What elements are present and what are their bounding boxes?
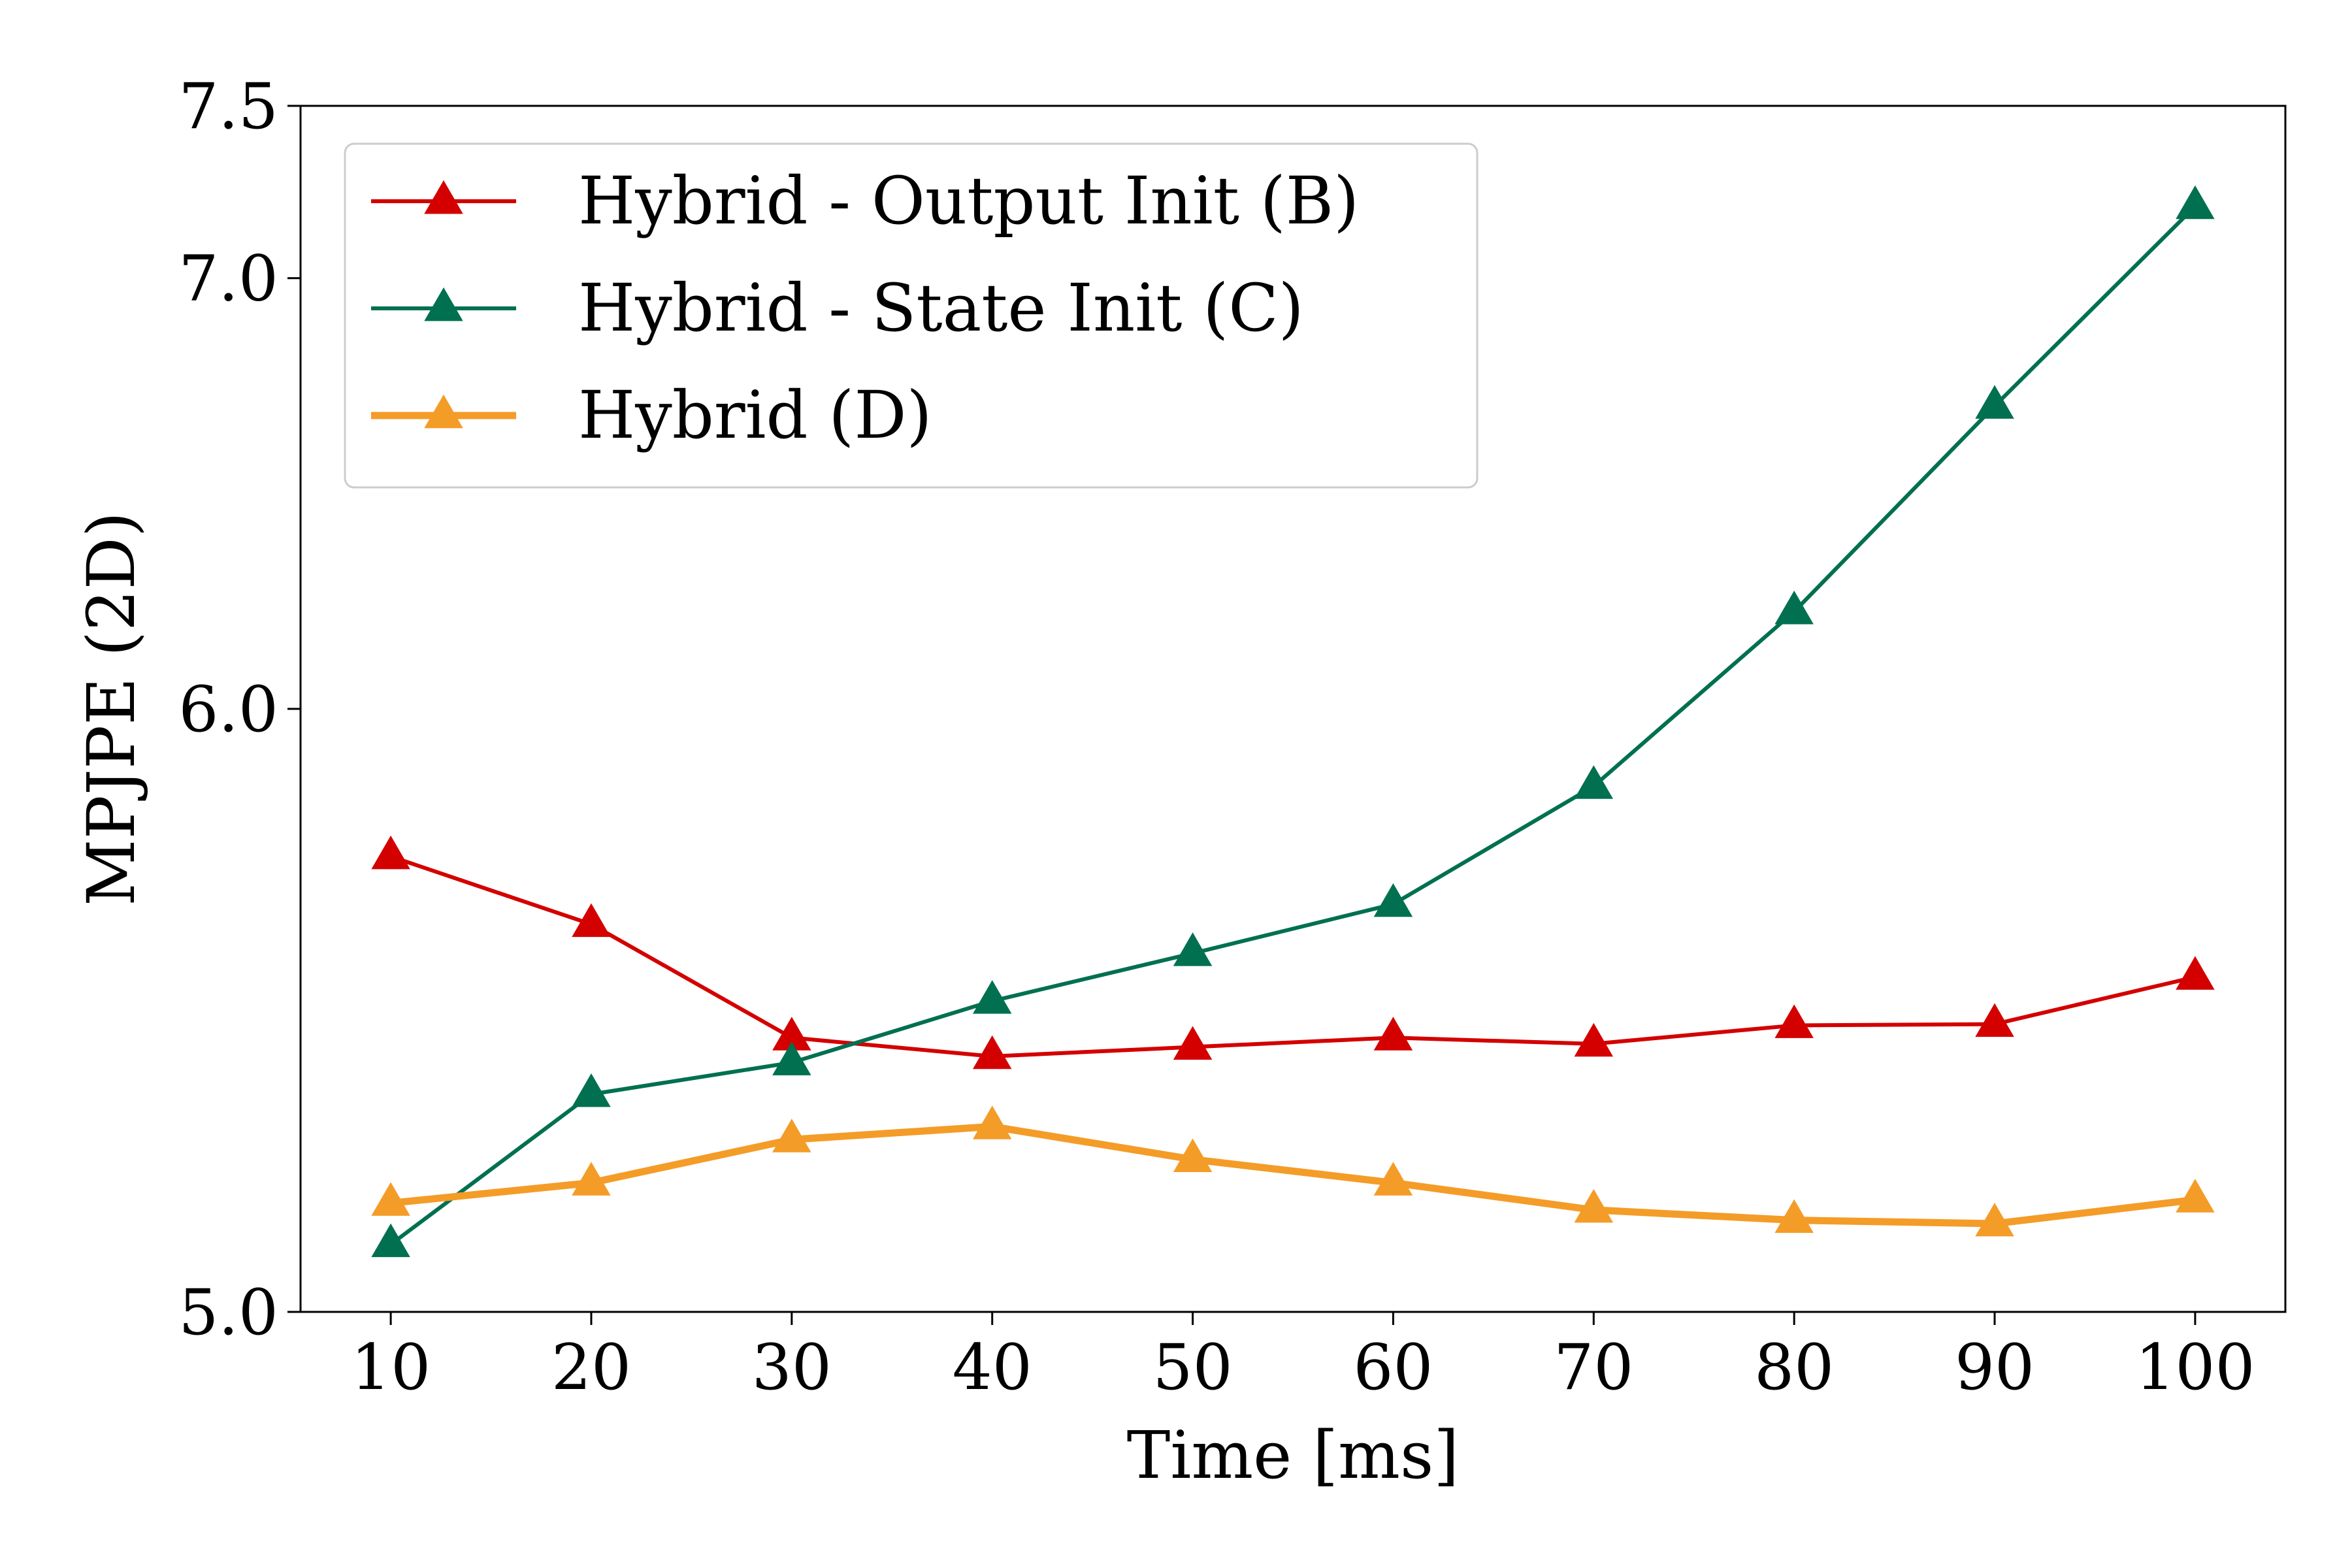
series-2-point [972, 980, 1012, 1014]
series-3-point [972, 1105, 1012, 1139]
legend-marker-1 [424, 180, 463, 214]
series-1-point [1173, 1026, 1213, 1060]
series-2-point [371, 1223, 410, 1258]
x-tick-label: 40 [953, 1331, 1032, 1404]
legend-label-1: Hybrid - Output Init (B) [578, 163, 1359, 239]
x-tick-label: 90 [1955, 1331, 2034, 1404]
x-tick-label: 60 [1353, 1331, 1433, 1404]
series-3-point [572, 1162, 611, 1196]
series-2-point [1774, 591, 1814, 625]
x-axis-label: Time [ms] [1127, 1417, 1460, 1494]
x-tick-label: 20 [551, 1331, 631, 1404]
series-1-point [572, 903, 611, 938]
x-tick-label: 10 [351, 1331, 431, 1404]
series-3-point [1975, 1202, 2014, 1237]
series-line-3 [390, 1122, 2196, 1228]
series-1-point [1574, 1022, 1614, 1057]
series-2-point [772, 1041, 811, 1075]
series-3-point [1173, 1138, 1213, 1173]
series-2-point [1975, 385, 2014, 419]
series-3-point [1574, 1188, 1614, 1223]
series-3-point [371, 1182, 410, 1216]
x-axis-ticks: 10 20 30 40 50 60 70 80 90 100 [351, 1312, 2255, 1404]
series-1-point [371, 835, 410, 870]
y-tick-label: 7.5 [178, 70, 278, 143]
series-1-point [1774, 1004, 1814, 1038]
series-2-point [1574, 765, 1614, 799]
series-1-point [2176, 956, 2215, 990]
series-2-point [1173, 932, 1213, 966]
series-3-point [1774, 1199, 1814, 1233]
legend-marker-3 [424, 394, 463, 429]
x-tick-label: 80 [1754, 1331, 1834, 1404]
legend-label-2: Hybrid - State Init (C) [578, 270, 1304, 346]
series-2-point [1373, 883, 1413, 917]
y-tick-label: 7.0 [178, 242, 278, 316]
series-2-point [2176, 185, 2215, 220]
series-1-point [1373, 1017, 1413, 1051]
y-axis-label: MPJPE (2D) [73, 512, 150, 906]
series-3-point [1373, 1162, 1413, 1196]
x-tick-label: 100 [2135, 1331, 2255, 1404]
series-layer [371, 185, 2215, 1258]
series-3-point [2176, 1179, 2215, 1213]
y-axis-ticks: 5.0 6.0 7.0 7.5 [178, 70, 301, 1349]
legend-box [344, 142, 1478, 489]
legend-marker-2 [424, 287, 463, 321]
legend-label-3: Hybrid (D) [578, 377, 932, 453]
legend: Hybrid - Output Init (B) Hybrid - State I… [344, 142, 1478, 489]
series-line-1 [390, 855, 2196, 1058]
x-tick-label: 70 [1554, 1331, 1633, 1404]
y-tick-label: 6.0 [178, 673, 278, 746]
series-2-point [572, 1073, 611, 1107]
x-tick-label: 30 [752, 1331, 832, 1404]
series-1-point [1975, 1003, 2014, 1037]
y-tick-label: 5.0 [178, 1276, 278, 1349]
series-line-2 [389, 204, 2197, 1247]
series-3-point [772, 1119, 811, 1152]
x-tick-label: 50 [1152, 1331, 1232, 1404]
series-1-point [972, 1035, 1012, 1070]
